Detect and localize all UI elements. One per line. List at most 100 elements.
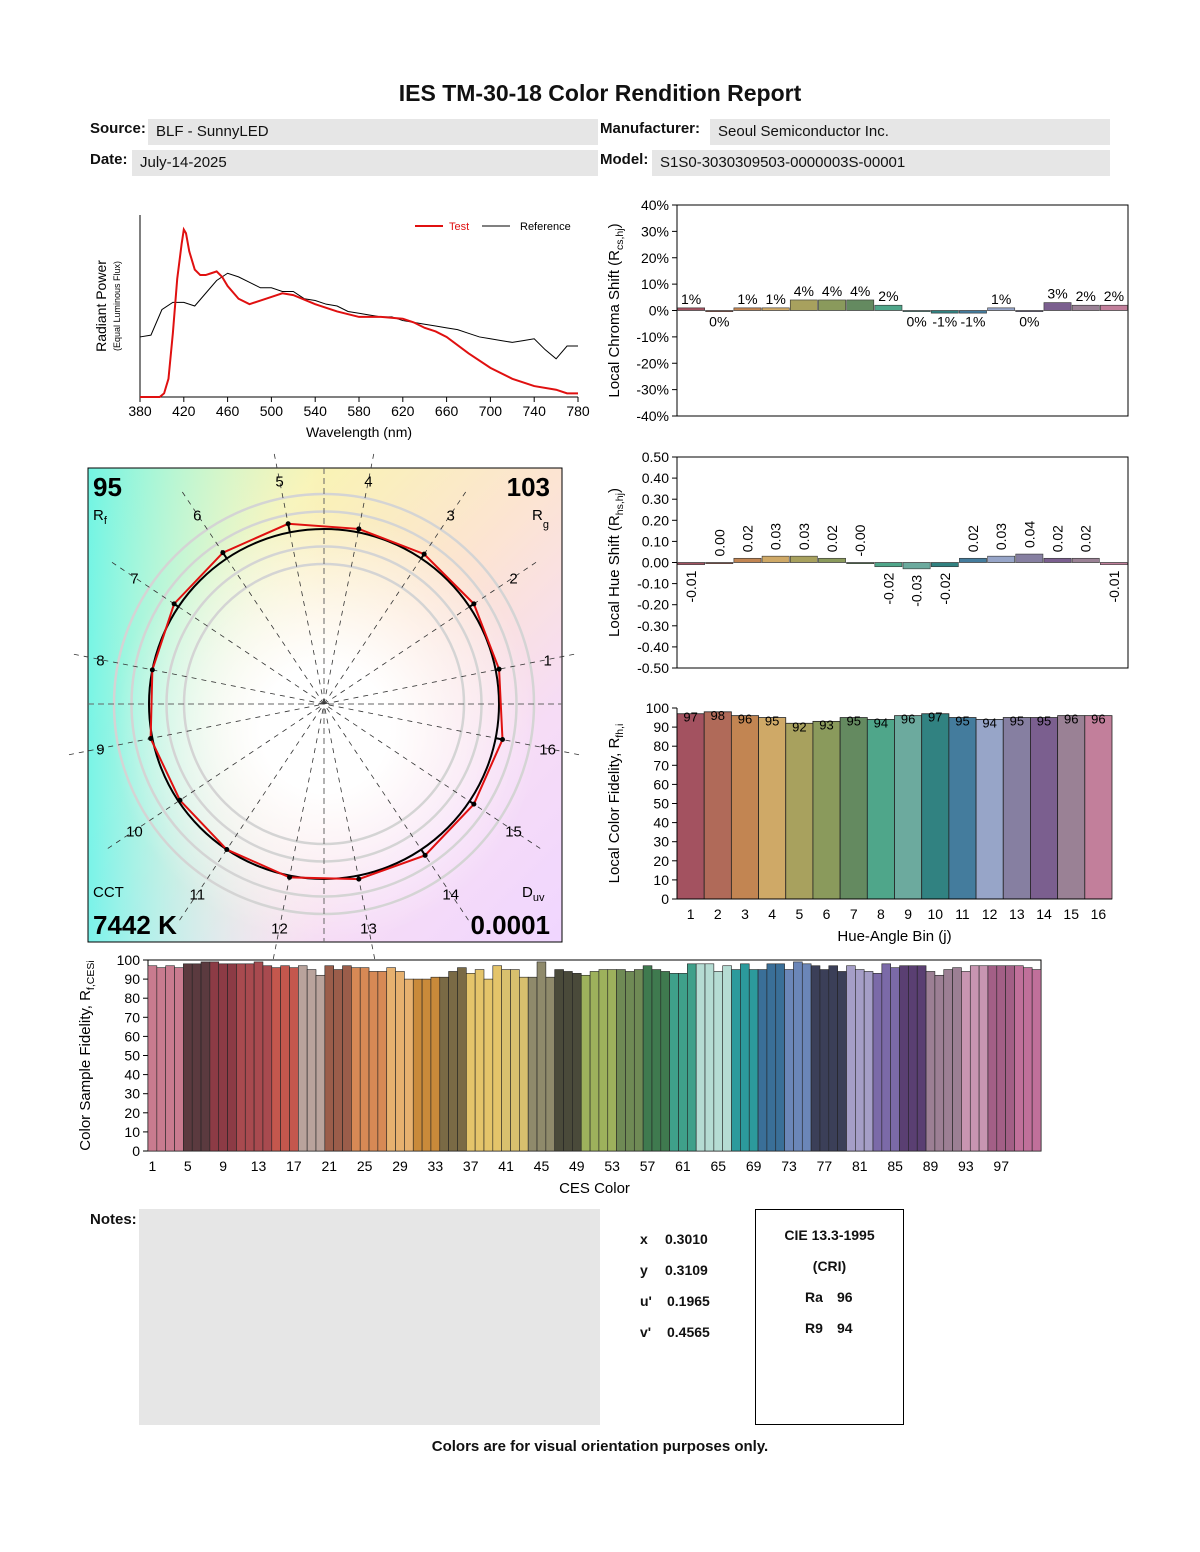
y-label: y <box>640 1262 648 1278</box>
bar-label: 4% <box>822 283 842 299</box>
bar-value: 96 <box>738 712 752 727</box>
arrow-head-13 <box>356 876 362 882</box>
x-tick-label: 93 <box>958 1158 974 1174</box>
bar-value: 94 <box>982 715 996 730</box>
v-prime-value: 0.4565 <box>667 1324 710 1340</box>
y-tick-label: 90 <box>124 971 140 987</box>
r9-value: 94 <box>837 1320 853 1336</box>
y-tick-label: 20% <box>641 250 669 266</box>
x-tick-label: 11 <box>955 906 970 922</box>
x-tick-label: 1 <box>149 1158 157 1174</box>
bar-label: 0% <box>709 314 729 330</box>
y-tick-label: -0.10 <box>637 576 669 592</box>
x-tick-label: 620 <box>391 403 415 419</box>
bin-label-5: 5 <box>275 473 283 490</box>
bar-label: 1% <box>991 291 1011 307</box>
y-tick-label: -0.30 <box>637 618 669 634</box>
bar-value: 97 <box>928 710 942 725</box>
bar-label: -0.01 <box>683 570 699 602</box>
arrow-head-10 <box>177 797 183 803</box>
x-tick-label: 65 <box>710 1158 726 1174</box>
bar-value: 95 <box>846 714 860 729</box>
x-tick-label: 10 <box>927 906 943 922</box>
x-tick-label: 61 <box>675 1158 691 1174</box>
bar-label: 0.00 <box>711 529 727 556</box>
x-tick-label: 3 <box>741 906 749 922</box>
bar-label: 0.03 <box>993 523 1009 550</box>
arrow-head-5 <box>285 521 291 527</box>
y-tick-label: 40% <box>641 197 669 213</box>
bar-label: 0.02 <box>739 525 755 552</box>
bar-label: 0.03 <box>796 523 812 550</box>
y-tick-label: 0 <box>661 891 669 907</box>
y-tick-label: 0.50 <box>642 449 669 465</box>
x-axis-label: Hue-Angle Bin (j) <box>837 928 951 945</box>
bin-label-6: 6 <box>193 507 201 524</box>
x-tick-label: 12 <box>982 906 998 922</box>
bar-label: -0.00 <box>852 524 868 556</box>
bar-label: 2% <box>878 288 898 304</box>
cct-label: CCT <box>93 884 124 901</box>
bin-label-12: 12 <box>271 921 288 938</box>
x-tick-label: 25 <box>357 1158 373 1174</box>
x-tick-label: 89 <box>923 1158 939 1174</box>
y-tick-label: 10 <box>653 872 669 888</box>
y-tick-label: -20% <box>636 355 669 371</box>
bar-value: 95 <box>1037 714 1051 729</box>
arrow-head-15 <box>471 801 477 807</box>
x-tick-label: 45 <box>534 1158 550 1174</box>
x-tick-label: 1 <box>687 906 695 922</box>
bar-bin-2 <box>703 711 732 900</box>
bar-label: 0.02 <box>824 525 840 552</box>
y-axis-sublabel: (Equal Luminous Flux) <box>112 261 122 351</box>
test-line <box>140 226 578 398</box>
x-tick-label: 13 <box>251 1158 267 1174</box>
y-tick-label: 80 <box>653 738 669 754</box>
x-axis-label: CES Color <box>559 1180 630 1197</box>
x-tick-label: 13 <box>1009 906 1025 922</box>
cri-subtitle: (CRI) <box>812 1258 847 1274</box>
notes-label: Notes: <box>90 1211 137 1228</box>
x-axis-label: Wavelength (nm) <box>306 424 412 440</box>
y-tick-label: -10% <box>636 329 669 345</box>
bar-label: 4% <box>850 283 870 299</box>
bar-value: 95 <box>1010 714 1024 729</box>
x-tick-label: 33 <box>428 1158 444 1174</box>
x-tick-label: 700 <box>479 403 503 419</box>
x-tick-label: 17 <box>286 1158 302 1174</box>
x-tick-label: 4 <box>768 906 776 922</box>
y-axis-label: Local Color Fidelity, Rfh,i <box>606 724 626 884</box>
bar-value: 95 <box>955 714 969 729</box>
x-tick-label: 5 <box>184 1158 192 1174</box>
date-value: July-14-2025 <box>132 150 598 176</box>
bin-label-16: 16 <box>539 741 556 758</box>
bar-label: 0.02 <box>1050 525 1066 552</box>
x-tick-label: 660 <box>435 403 459 419</box>
y-tick-label: 100 <box>646 700 670 716</box>
bin-label-9: 9 <box>96 741 104 758</box>
y-tick-label: 0.30 <box>642 491 669 507</box>
y-tick-label: 30% <box>641 223 669 239</box>
x-tick-label: 21 <box>321 1158 337 1174</box>
x-tick-label: 9 <box>904 906 912 922</box>
x-tick-label: 5 <box>795 906 803 922</box>
cct-value: 7442 K <box>93 910 177 940</box>
y-tick-label: 0.40 <box>642 470 669 486</box>
bar-bin-8 <box>866 719 895 900</box>
bin-label-4: 4 <box>364 473 372 490</box>
y-axis-label: Local Chroma Shift (Rcs,hj) <box>606 223 626 397</box>
x-tick-label: 420 <box>172 403 196 419</box>
bar-label: -0.01 <box>1106 570 1122 602</box>
bar-bin-11 <box>948 717 977 900</box>
bar-label: -0.03 <box>909 575 925 607</box>
x-tick-label: 57 <box>640 1158 656 1174</box>
y-tick-label: 50 <box>124 1048 140 1064</box>
y-tick-label: 20 <box>653 853 669 869</box>
x-label: x <box>640 1231 648 1247</box>
x-tick-label: 77 <box>817 1158 833 1174</box>
x-tick-label: 500 <box>260 403 284 419</box>
arrow-head-3 <box>421 551 427 557</box>
